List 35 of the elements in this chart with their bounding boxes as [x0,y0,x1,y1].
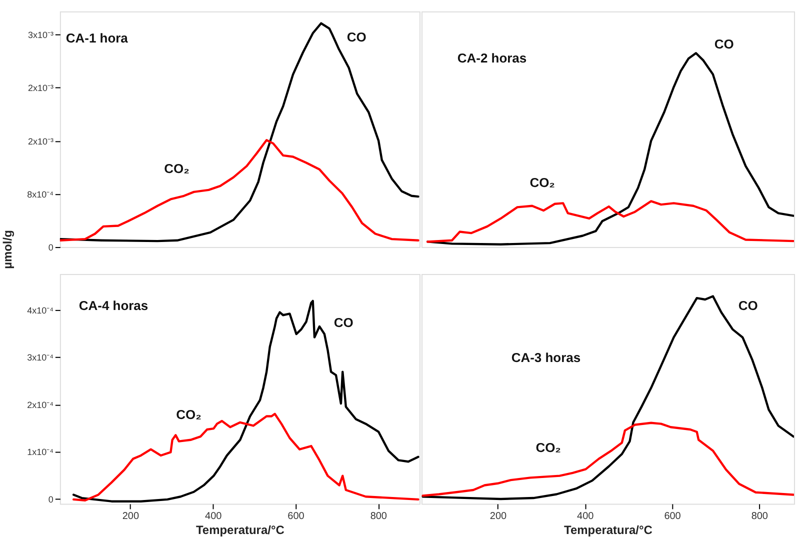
y-tick-label: 2x10⁻³ [28,83,54,94]
annotation: CO₂ [530,175,556,190]
y-tick-label: 2x10⁻³ [28,136,54,146]
x-tick-label: 400 [577,511,594,522]
y-tick-label: 4x10⁻⁴ [27,305,54,316]
y-tick-label: 0 [48,242,54,253]
text: CA-1 hora [66,30,129,46]
y-tick-label: 3x10⁻³ [28,30,54,40]
text: CA-3 horas [511,350,581,365]
x-tick-label: 800 [751,511,768,522]
x-tick-label: 200 [122,511,140,522]
y-tick-label: 2x10⁻⁴ [27,400,54,410]
annotation: CO [346,29,366,44]
annotation: CO₂ [536,440,562,455]
x-tick-label: 600 [288,511,305,522]
annotation: CO₂ [164,161,190,176]
x-tick-label: 800 [370,511,388,522]
text: CA-2 horas [457,50,527,66]
x-axis-title: Temperatura/°C [196,523,285,538]
y-tick-label: 0 [48,494,54,504]
line-series [60,22,420,242]
annotation: CO [738,298,758,313]
y-axis-title: µmol/g [0,230,14,269]
text: CA-4 horas [78,298,148,313]
annotation: CO₂ [176,406,202,422]
x-tick-label: 200 [490,511,507,522]
y-tick-label: 3x10⁻⁴ [27,352,54,363]
x-axis-title: Temperatura/°C [564,523,653,538]
y-tick-label: 1x10⁻⁴ [27,447,54,458]
annotation: CO [714,36,734,52]
line-series [60,139,420,242]
annotation: CO [334,314,354,330]
y-tick-label: 8x10⁻⁴ [27,189,54,200]
x-tick-label: 400 [205,511,222,522]
x-tick-label: 600 [664,511,682,522]
